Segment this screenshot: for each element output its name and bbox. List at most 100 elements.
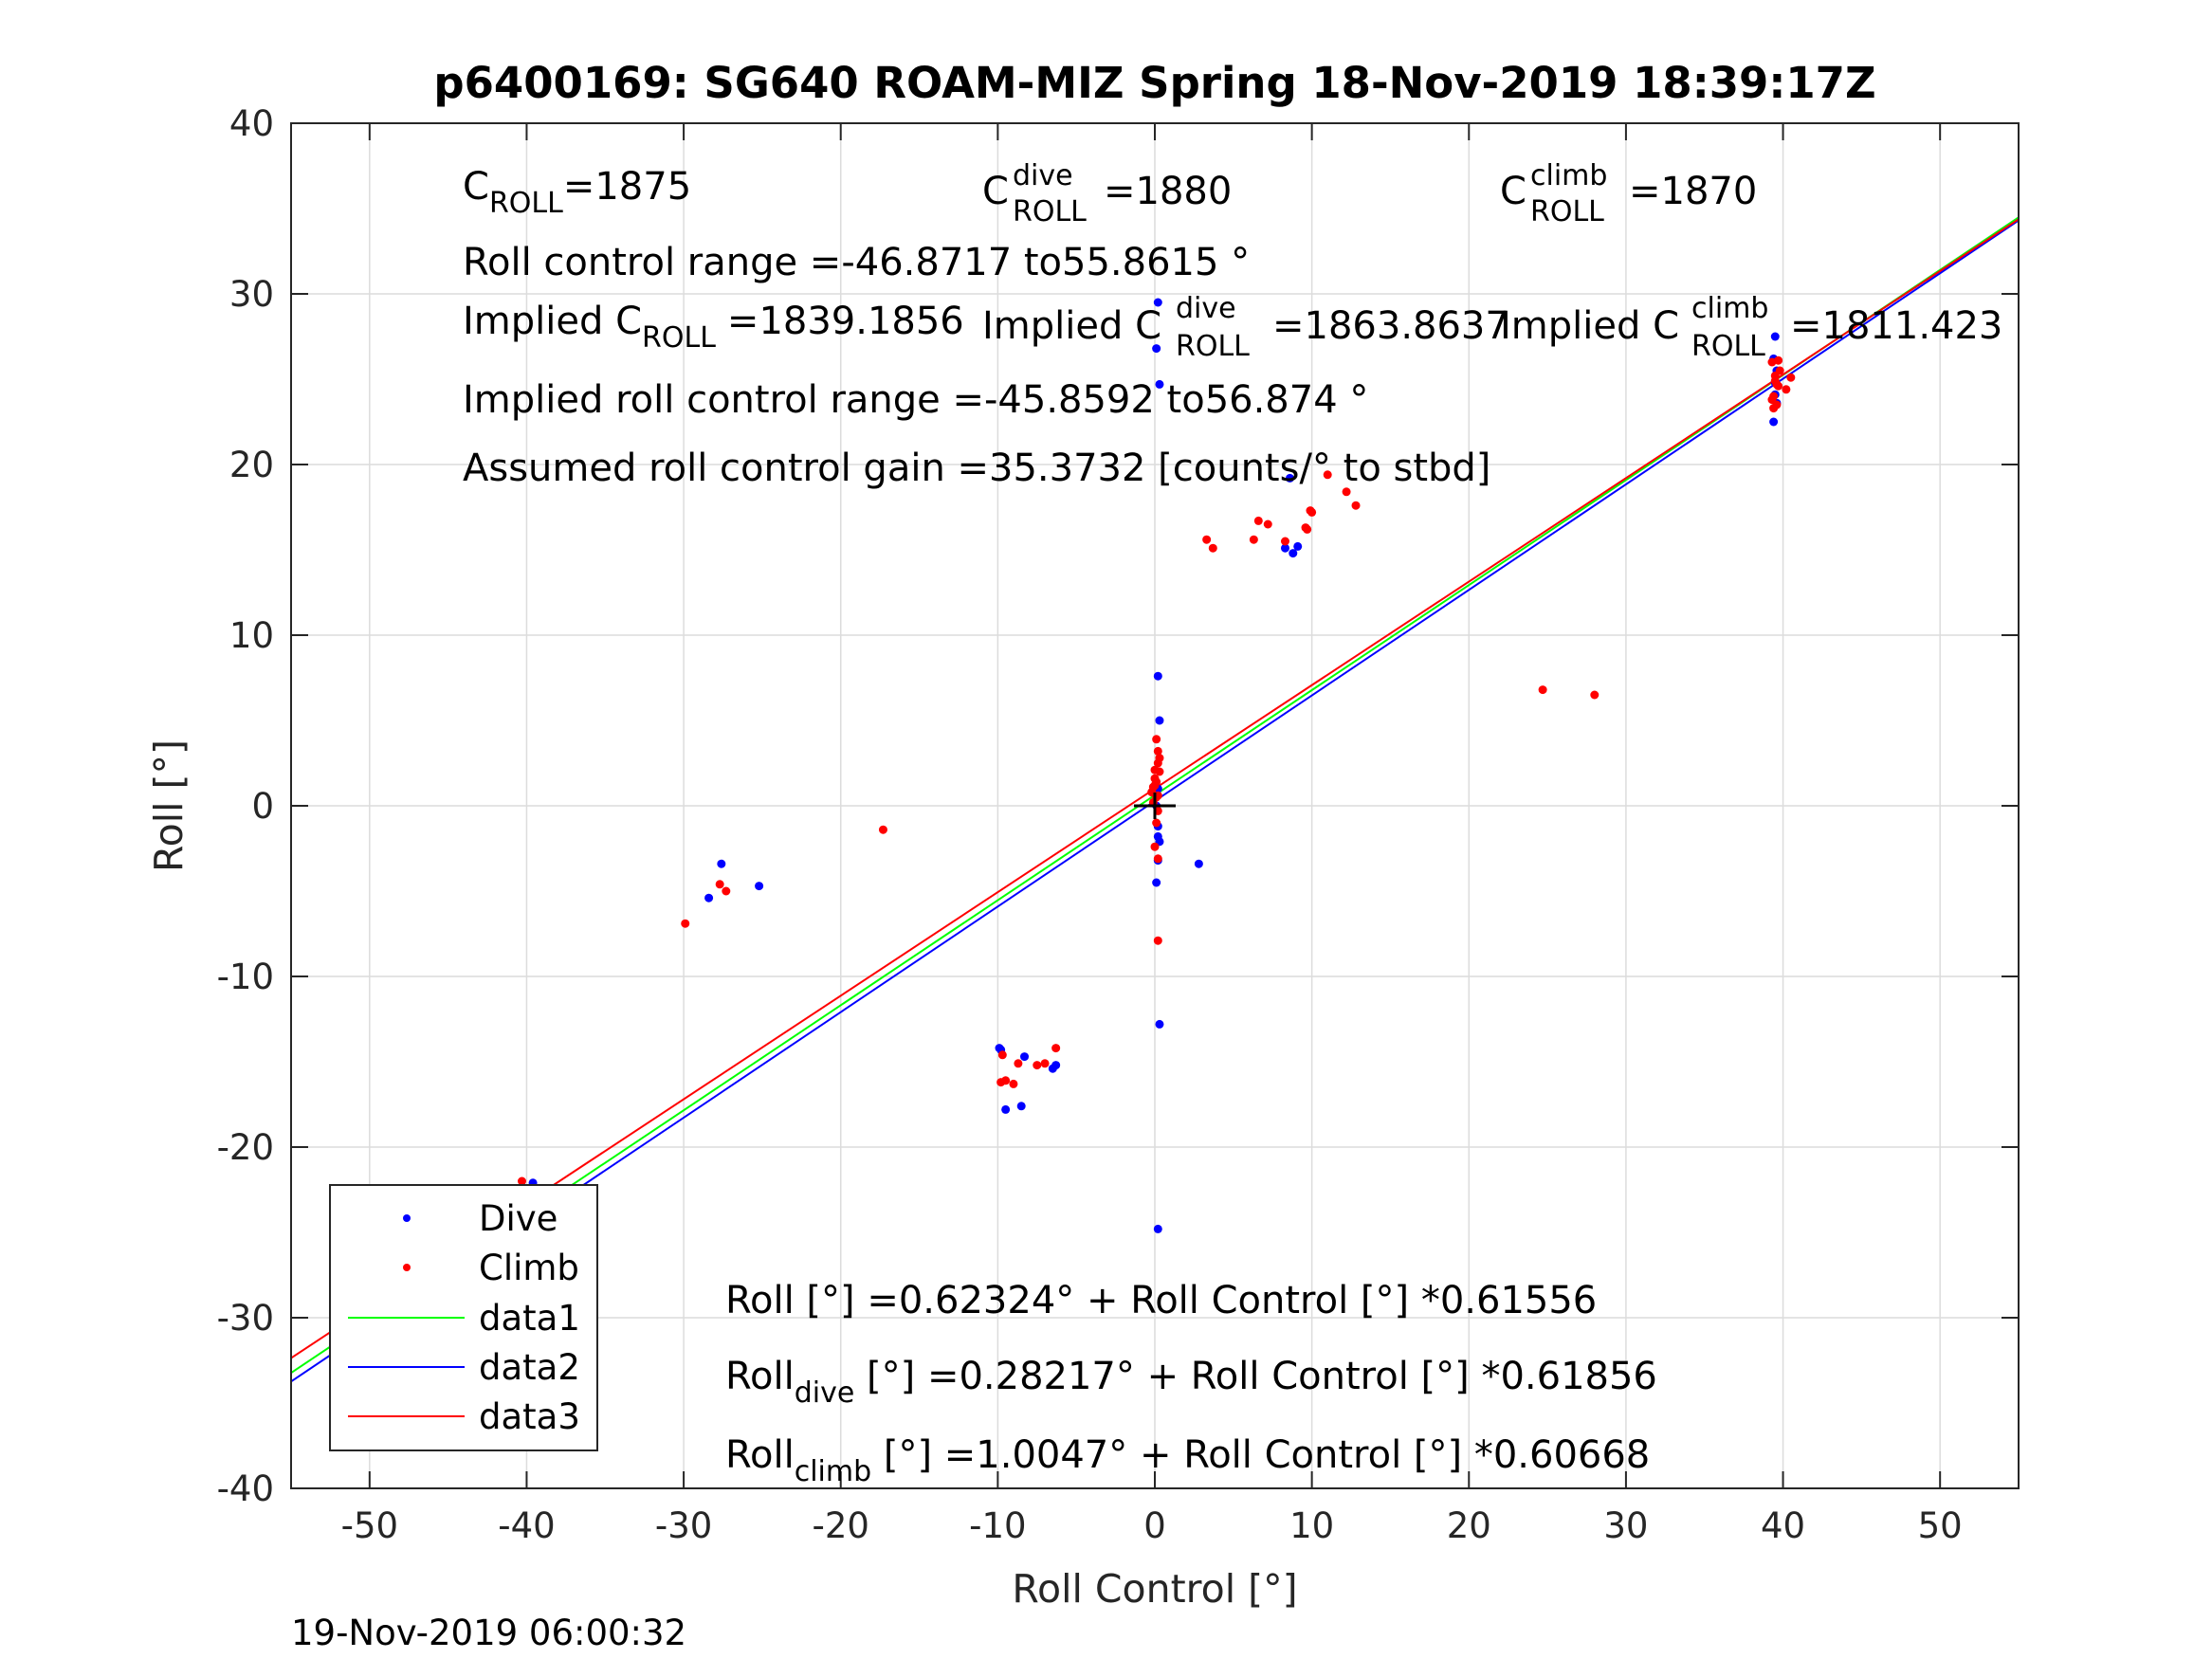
annotation-fit-all: Roll [°] =0.62324° + Roll Control [°] *0… (725, 1279, 1597, 1322)
y-tick-label: 20 (229, 445, 274, 485)
point-climb (1051, 1044, 1061, 1053)
point-dive (1280, 543, 1289, 553)
annotation-c-roll: CROLL=1875 (463, 165, 691, 220)
annotation-c-roll-dive-value: =1880 (1104, 170, 1232, 213)
point-climb (1590, 690, 1600, 700)
x-tick-label: -30 (655, 1505, 712, 1546)
point-climb (996, 1078, 1006, 1087)
point-climb (722, 886, 731, 896)
point-dive (1194, 859, 1203, 868)
legend-marker-climb (403, 1264, 411, 1271)
point-dive (1152, 878, 1161, 887)
point-climb (1249, 535, 1258, 544)
y-tick-label: -20 (217, 1127, 274, 1168)
point-climb (1014, 1059, 1023, 1068)
x-tick-label: 10 (1289, 1505, 1334, 1546)
point-climb (517, 1176, 526, 1186)
x-tick-label: -50 (341, 1505, 398, 1546)
y-tick-label: -10 (217, 957, 274, 997)
point-climb (1767, 395, 1777, 405)
point-climb (1152, 818, 1161, 828)
annotation-c-roll-climb-sub: ROLL (1530, 195, 1604, 228)
point-climb (1774, 356, 1783, 365)
x-tick-label: 40 (1761, 1505, 1805, 1546)
point-dive (1289, 549, 1298, 558)
annotation-c-roll-dive-sup: dive (1013, 159, 1073, 192)
x-tick-label: 20 (1447, 1505, 1491, 1546)
annotation-implied-dive-sup: dive (1176, 292, 1236, 325)
point-climb (1153, 936, 1162, 945)
point-climb (1033, 1061, 1042, 1070)
point-dive (1155, 716, 1164, 725)
point-climb (1040, 1059, 1050, 1068)
y-tick-label: 30 (229, 274, 274, 315)
point-climb (1263, 520, 1272, 529)
point-climb (1150, 842, 1160, 851)
annotation-implied-c-roll-climb: Implied C (1500, 304, 1679, 348)
point-dive (1155, 379, 1164, 389)
point-dive (1016, 1102, 1026, 1111)
origin-crosshair (1134, 793, 1176, 819)
point-dive (1152, 344, 1161, 354)
point-dive (704, 893, 714, 902)
chart-title: p6400169: SG640 ROAM-MIZ Spring 18-Nov-2… (433, 58, 1875, 108)
point-climb (1153, 854, 1162, 864)
annotation-implied-dive-value: =1863.8637 (1272, 304, 1509, 348)
annotation-implied-range: Implied roll control range =-45.8592 to5… (463, 378, 1368, 422)
annotation-c-roll-climb-sup: climb (1530, 159, 1607, 192)
point-climb (1786, 373, 1796, 382)
x-tick-label: -20 (813, 1505, 869, 1546)
axis-ticks: -50 -40 -30 -20 -10 0 10 20 30 40 50 -40 -30 -20 -10 0 1… (217, 103, 2019, 1546)
x-tick-label: 0 (1143, 1505, 1166, 1546)
x-axis-label: Roll Control [°] (1012, 1566, 1297, 1612)
point-climb (878, 825, 887, 834)
point-climb (1538, 685, 1547, 695)
legend-label-data3: data3 (479, 1396, 580, 1437)
point-climb (1303, 524, 1312, 534)
legend-label-climb: Climb (479, 1248, 579, 1288)
point-dive (1153, 298, 1162, 307)
point-dive (1051, 1061, 1061, 1070)
y-tick-label: 0 (251, 786, 274, 827)
point-climb (1323, 470, 1332, 480)
annotation-implied-dive-sub: ROLL (1176, 330, 1250, 363)
legend: Dive Climb data1 data2 data3 (329, 1184, 598, 1451)
annotation-c-roll-climb: C (1500, 170, 1526, 213)
point-climb (997, 1050, 1007, 1060)
point-dive (1285, 473, 1294, 483)
point-dive (1001, 1104, 1011, 1114)
annotation-implied-c-roll-dive: Implied C (982, 304, 1161, 348)
annotation-implied-climb-value: =1811.423 (1790, 304, 2002, 348)
y-tick-label: -40 (217, 1468, 274, 1509)
point-climb (1772, 379, 1782, 389)
annotation-implied-climb-sub: ROLL (1691, 330, 1765, 363)
y-tick-label: 10 (229, 615, 274, 656)
point-dive (1155, 1019, 1164, 1029)
point-climb (1351, 501, 1361, 510)
point-dive (1153, 671, 1162, 681)
point-climb (1150, 765, 1160, 775)
point-dive (1153, 831, 1162, 841)
point-climb (1152, 735, 1161, 744)
point-climb (1202, 535, 1212, 544)
point-dive (1293, 541, 1303, 551)
annotation-c-roll-climb-value: =1870 (1629, 170, 1757, 213)
point-climb (1153, 746, 1162, 756)
point-climb (715, 880, 724, 889)
annotation-fit-climb: Rollclimb [°] =1.0047° + Roll Control [°… (725, 1433, 1650, 1488)
annotation-implied-climb-sup: climb (1691, 292, 1768, 325)
point-climb (1782, 385, 1791, 394)
legend-marker-dive (403, 1214, 411, 1222)
annotation-c-roll-dive: C (982, 170, 1009, 213)
annotation-gain: Assumed roll control gain =35.3732 [coun… (463, 447, 1490, 490)
x-tick-label: 50 (1918, 1505, 1963, 1546)
y-tick-label: -30 (217, 1298, 274, 1339)
annotation-implied-c-roll: Implied CROLL =1839.1856 (463, 300, 964, 355)
annotation-fit-dive: Rolldive [°] =0.28217° + Roll Control [°… (725, 1355, 1657, 1410)
point-climb (1775, 366, 1784, 375)
x-tick-label: -10 (969, 1505, 1026, 1546)
point-climb (1009, 1079, 1018, 1088)
legend-label-data1: data1 (479, 1298, 580, 1339)
point-dive (1769, 417, 1779, 427)
